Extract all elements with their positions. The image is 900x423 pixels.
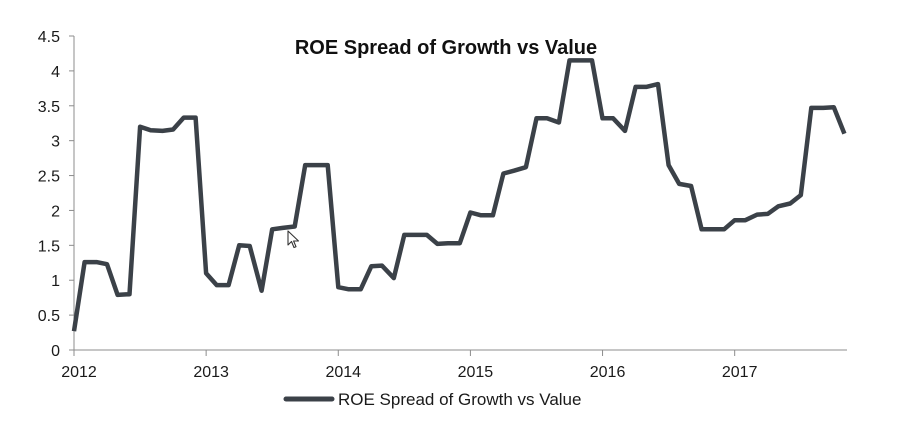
series-line-0 [71, 58, 847, 332]
x-tick-label: 2016 [590, 364, 626, 381]
x-tick-label: 2013 [193, 364, 229, 381]
x-axis: 2012 2013 2014 2015 2016 2017 [61, 349, 847, 381]
x-tick-label: 2014 [325, 364, 361, 381]
legend-label: ROE Spread of Growth vs Value [338, 390, 581, 409]
y-tick-label: 4.5 [38, 29, 60, 46]
y-tick-label: 0.5 [38, 308, 60, 325]
chart-title: ROE Spread of Growth vs Value [295, 37, 597, 59]
y-tick-label: 0 [51, 343, 60, 360]
y-tick-label: 2 [51, 203, 60, 220]
y-tick-label: 4 [51, 64, 60, 81]
y-tick-label: 3.5 [38, 99, 60, 116]
y-axis: 0 0.5 1 1.5 2 2.5 3 3.5 4 4.5 [38, 29, 75, 360]
x-tick-label: 2012 [61, 364, 97, 381]
y-tick-label: 1 [51, 273, 60, 290]
mouse-cursor-icon [287, 230, 300, 249]
plot-area [71, 58, 847, 332]
y-tick-label: 2.5 [38, 169, 60, 186]
x-tick-label: 2015 [458, 364, 494, 381]
legend: ROE Spread of Growth vs Value [283, 390, 581, 409]
y-tick-label: 1.5 [38, 238, 60, 255]
y-tick-label: 3 [51, 134, 60, 151]
x-tick-label: 2017 [722, 364, 758, 381]
